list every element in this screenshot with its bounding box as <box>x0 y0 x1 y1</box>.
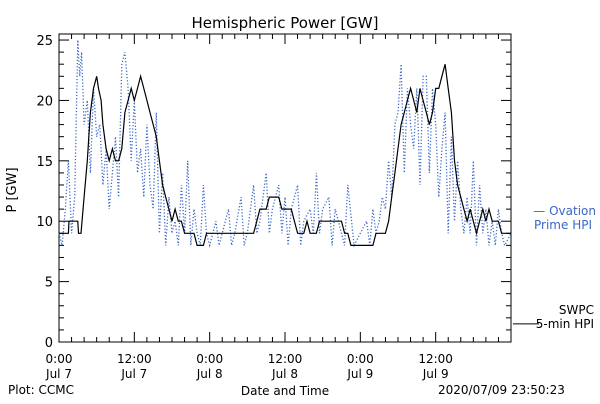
x-tick-date-label: Jul 9 <box>346 367 373 381</box>
x-tick-date-label: Jul 9 <box>422 367 449 381</box>
x-tick-date-label: Jul 8 <box>271 367 298 381</box>
plot-frame <box>58 33 512 343</box>
x-tick-date-label: Jul 7 <box>45 367 72 381</box>
x-tick-time-label: 0:00 <box>347 352 374 366</box>
y-tick-label: 10 <box>36 215 53 230</box>
x-tick-time-label: 12:00 <box>117 352 152 366</box>
y-tick-label: 20 <box>36 94 53 109</box>
chart-title: Hemispheric Power [GW] <box>192 14 379 32</box>
legend-label-ovation-prime-hpi: — Ovation <box>533 204 596 218</box>
x-tick-time-label: 12:00 <box>268 352 303 366</box>
timestamp: 2020/07/09 23:50:23 <box>438 383 565 397</box>
x-tick-date-label: Jul 7 <box>120 367 147 381</box>
series-line-ovation-prime-hpi <box>58 39 512 248</box>
legend-label-ovation-prime-hpi: Prime HPI <box>534 218 592 232</box>
y-tick-label: 25 <box>36 34 53 49</box>
y-tick-label: 5 <box>45 276 53 291</box>
x-tick-date-label: Jul 8 <box>196 367 223 381</box>
y-tick-label: 15 <box>36 155 53 170</box>
series-layer <box>58 39 512 248</box>
y-tick-label: 0 <box>45 336 53 351</box>
x-tick-time-label: 0:00 <box>46 352 73 366</box>
x-axis-label: Date and Time <box>241 384 329 398</box>
legend-label-swpc-5-min-hpi: 5-min HPI <box>536 317 594 331</box>
x-tick-time-label: 0:00 <box>196 352 223 366</box>
series-line-swpc-5-min-hpi <box>59 64 511 246</box>
legend-label-swpc-5-min-hpi: SWPC <box>559 303 594 317</box>
plot-credit: Plot: CCMC <box>8 383 74 397</box>
x-tick-time-label: 12:00 <box>418 352 453 366</box>
y-axis-label: P [GW] <box>5 167 20 212</box>
